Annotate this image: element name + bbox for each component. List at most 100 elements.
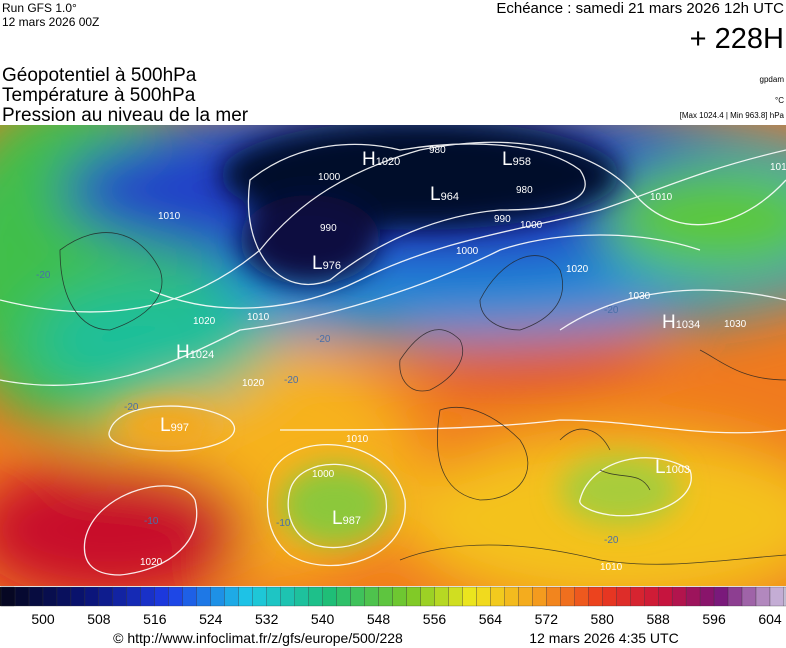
title-line: Température à 500hPa xyxy=(2,85,196,106)
colorbar-tick-label: 516 xyxy=(143,611,167,627)
colorbar-swatch xyxy=(685,586,701,607)
center-value: 958 xyxy=(513,156,531,168)
colorbar-tick-label: 580 xyxy=(591,611,615,627)
colorbar-swatch xyxy=(727,586,743,607)
isobar-label: 1000 xyxy=(318,172,341,183)
center-kind: H xyxy=(362,149,376,170)
pressure-center: L958 xyxy=(502,149,531,170)
colorbar-tick-label: 564 xyxy=(479,611,503,627)
pressure-center: H1034 xyxy=(662,312,700,333)
colorbar-tick-label: 532 xyxy=(255,611,279,627)
center-kind: L xyxy=(332,508,343,529)
colorbar-tick-label: 548 xyxy=(367,611,391,627)
temperature-label: -20 xyxy=(316,334,331,345)
colorbar-swatch xyxy=(783,586,786,607)
pressure-center: L964 xyxy=(430,184,459,205)
colorbar-swatch xyxy=(574,586,589,607)
title-line: Géopotentiel à 500hPa xyxy=(2,65,197,86)
colorbar-tick-label: 604 xyxy=(758,611,782,627)
run-date: 12 mars 2026 00Z xyxy=(2,15,99,29)
colorbar-swatch xyxy=(42,586,58,607)
colorbar-tick-label: 508 xyxy=(87,611,111,627)
pressure-center: L987 xyxy=(332,508,361,529)
temperature-label: -20 xyxy=(604,535,619,546)
lead-time: + 228H xyxy=(690,23,784,55)
isobar-label: 1010 xyxy=(650,192,673,203)
colorbar-swatch xyxy=(769,586,785,607)
pressure-center: L976 xyxy=(312,253,341,274)
temperature-label: -20 xyxy=(284,375,299,386)
colorbar-swatch xyxy=(266,586,281,607)
pressure-center: H1020 xyxy=(362,149,400,170)
isobar-label: 1020 xyxy=(193,316,216,327)
isobar-label: 1010 xyxy=(600,562,623,573)
colorbar: 500 508 516 524 532 540 548 556 564 572 580 588 596 6… xyxy=(0,586,786,627)
temperature-label: -10 xyxy=(144,516,159,527)
colorbar-swatch xyxy=(28,586,44,607)
colorbar-swatch xyxy=(210,586,225,607)
isobar-label: 1010 xyxy=(770,162,786,173)
colorbar-swatch xyxy=(14,586,30,607)
colorbar-swatch xyxy=(644,586,659,607)
colorbar-swatch xyxy=(140,586,155,607)
colorbar-tick-label: 596 xyxy=(702,611,726,627)
isobar-label: 1030 xyxy=(628,291,651,302)
colorbar-swatch xyxy=(406,586,421,607)
colorbar-swatch xyxy=(350,586,365,607)
temperature-label: -20 xyxy=(124,402,139,413)
colorbar-swatch xyxy=(56,586,72,607)
colorbar-swatch xyxy=(671,586,687,607)
colorbar-swatch xyxy=(224,586,239,607)
colorbar-swatch xyxy=(378,586,393,607)
center-kind: H xyxy=(662,312,676,333)
temperature-label: -20 xyxy=(604,305,619,316)
center-kind: L xyxy=(312,253,323,274)
center-kind: L xyxy=(160,415,171,436)
isobar-labels: 980 1000 990 1010 1020 1010 1020 1010 1000 990 100… xyxy=(36,145,786,573)
coastlines xyxy=(59,232,786,565)
generated-time: 12 mars 2026 4:35 UTC xyxy=(529,630,678,646)
isobar-label: 1010 xyxy=(346,434,369,445)
colorbar-swatch xyxy=(448,586,463,607)
colorbar-swatch xyxy=(518,586,533,607)
center-value: 1003 xyxy=(666,464,690,476)
colorbar-swatch xyxy=(490,586,505,607)
isobar-label: 1010 xyxy=(158,211,181,222)
isobar-label: 1000 xyxy=(520,220,543,231)
center-kind: L xyxy=(502,149,513,170)
colorbar-swatch xyxy=(755,586,771,607)
colorbar-swatch xyxy=(588,586,603,607)
colorbar-swatch xyxy=(699,586,715,607)
colorbar-swatch xyxy=(182,586,197,607)
colorbar-swatch xyxy=(168,586,183,607)
center-value: 997 xyxy=(171,422,189,434)
source-url: © http://www.infoclimat.fr/z/gfs/europe/… xyxy=(113,630,403,646)
center-value: 1020 xyxy=(376,156,400,168)
isobar-label: 990 xyxy=(494,214,511,225)
pressure-center: L997 xyxy=(160,415,189,436)
title-line: Pression au niveau de la mer xyxy=(2,105,249,126)
colorbar-swatch xyxy=(0,586,16,607)
run-label: Run GFS 1.0° xyxy=(2,1,77,15)
valid-time: Echéance : samedi 21 mars 2026 12h UTC xyxy=(496,0,784,17)
temperature-label: -20 xyxy=(36,270,51,281)
center-kind: L xyxy=(655,457,666,478)
colorbar-swatch xyxy=(546,586,561,607)
center-kind: H xyxy=(176,342,190,363)
colorbar-swatch xyxy=(70,586,86,607)
map-field xyxy=(0,125,786,586)
colorbar-swatch xyxy=(616,586,631,607)
colorbar-swatch xyxy=(741,586,757,607)
colorbar-swatch xyxy=(504,586,519,607)
unit-label: [Max 1024.4 | Min 963.8] hPa xyxy=(680,111,785,120)
colorbar-tick-label: 556 xyxy=(423,611,447,627)
colorbar-swatch xyxy=(84,586,100,607)
colorbar-swatch xyxy=(308,586,323,607)
center-value: 987 xyxy=(343,515,361,527)
unit-label: °C xyxy=(775,96,784,105)
center-value: 1024 xyxy=(190,349,214,361)
isobar-label: 1020 xyxy=(566,264,589,275)
colorbar-swatch xyxy=(336,586,351,607)
